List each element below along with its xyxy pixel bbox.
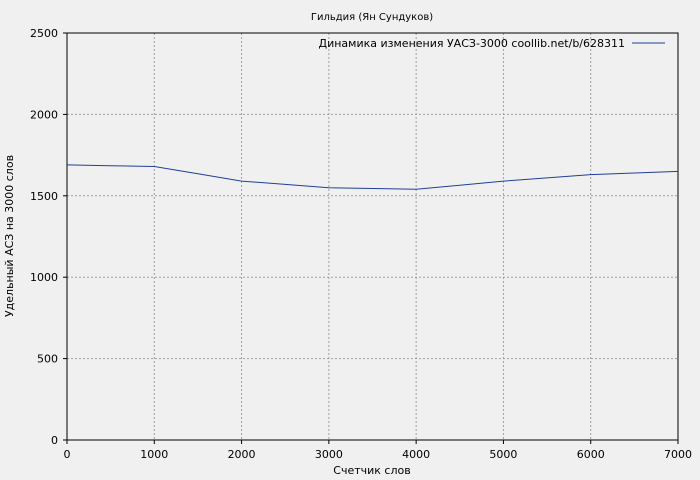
x-tick-label: 6000: [577, 448, 605, 461]
plot-area: [66, 32, 679, 441]
legend-label: Динамика изменения УАСЗ-3000 coollib.net…: [319, 37, 626, 50]
y-tick-label: 1500: [30, 190, 58, 203]
y-tick-label: 1000: [30, 271, 58, 284]
x-tick-label: 2000: [228, 448, 256, 461]
chart-title: Гильдия (Ян Сундуков): [311, 12, 433, 23]
y-tick-label: 500: [37, 353, 58, 366]
x-axis-label: Счетчик слов: [333, 464, 410, 477]
y-axis-label: Удельный АСЗ на 3000 слов: [3, 155, 16, 317]
y-tick-label: 2000: [30, 108, 58, 121]
x-tick-label: 0: [64, 448, 71, 461]
y-tick-label: 0: [51, 434, 58, 447]
x-tick-label: 3000: [315, 448, 343, 461]
x-tick-label: 4000: [402, 448, 430, 461]
y-tick-label: 2500: [30, 27, 58, 40]
grid: [67, 33, 678, 440]
x-tick-label: 7000: [664, 448, 692, 461]
series-line: [66, 164, 679, 190]
legend: Динамика изменения УАСЗ-3000 coollib.net…: [319, 37, 665, 50]
axis-ticks: 0 1000 2000 3000 4000 5000 6000 7000 0 500 1000 150…: [30, 27, 692, 461]
x-tick-label: 1000: [140, 448, 168, 461]
series-lines: [66, 164, 679, 190]
x-tick-label: 5000: [489, 448, 517, 461]
